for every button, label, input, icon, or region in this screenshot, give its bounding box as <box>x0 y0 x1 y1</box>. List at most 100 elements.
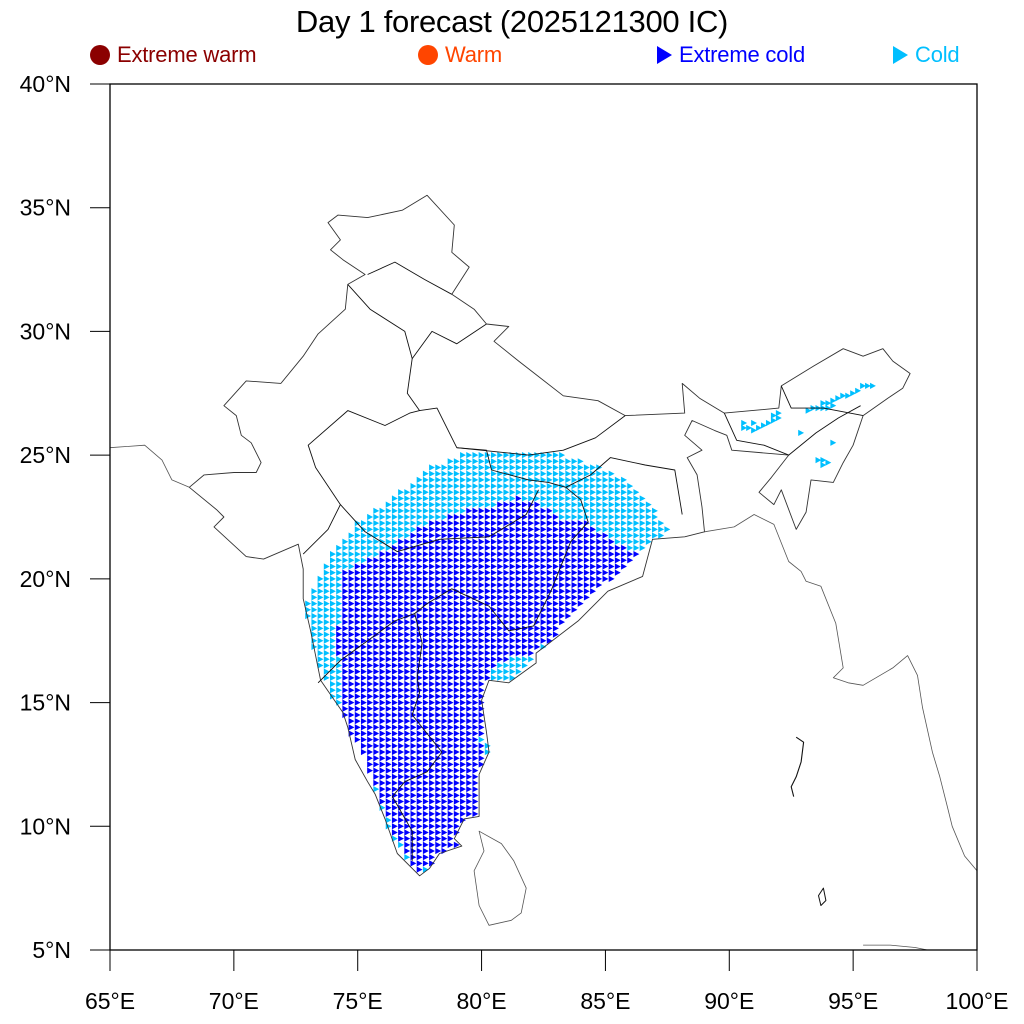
triangle-marker <box>429 798 435 805</box>
triangle-marker <box>645 507 652 514</box>
triangle-marker <box>645 526 652 533</box>
triangle-marker <box>367 711 374 719</box>
triangle-marker <box>466 569 473 576</box>
triangle-marker <box>336 687 343 694</box>
triangle-marker <box>410 854 417 861</box>
triangle-marker <box>398 551 405 558</box>
triangle-marker <box>521 489 528 496</box>
triangle-marker <box>658 532 665 539</box>
triangle-marker <box>515 507 522 514</box>
triangle-marker <box>360 649 367 657</box>
triangle-marker <box>509 464 516 471</box>
triangle-marker <box>453 625 460 632</box>
triangle-marker <box>342 557 349 564</box>
triangle-marker <box>521 619 528 626</box>
triangle-marker <box>354 674 361 681</box>
triangle-marker <box>373 680 380 688</box>
triangle-marker <box>398 631 405 638</box>
triangle-marker <box>441 507 448 514</box>
triangle-marker <box>608 575 615 582</box>
triangle-marker <box>453 742 460 749</box>
triangle-marker <box>515 612 522 620</box>
triangle-marker <box>825 459 832 466</box>
triangle-marker <box>775 414 782 422</box>
triangle-marker <box>391 810 398 818</box>
triangle-marker <box>416 637 423 644</box>
triangle-marker <box>478 693 485 700</box>
triangle-marker <box>404 581 411 589</box>
triangle-marker <box>484 538 491 545</box>
triangle-marker <box>565 476 572 483</box>
triangle-marker <box>478 742 485 749</box>
triangle-marker <box>441 526 448 533</box>
triangle-marker <box>441 841 448 848</box>
pakistan-coastline <box>110 444 190 488</box>
triangle-marker <box>460 569 466 576</box>
triangle-marker <box>478 637 485 644</box>
triangle-marker <box>342 563 349 570</box>
triangle-marker <box>441 600 448 607</box>
triangle-marker <box>472 507 479 514</box>
triangle-marker <box>379 724 386 731</box>
triangle-marker <box>484 668 491 675</box>
triangle-marker <box>398 680 405 688</box>
triangle-marker <box>441 755 448 762</box>
triangle-marker <box>360 563 367 570</box>
triangle-marker <box>639 526 646 533</box>
triangle-marker <box>429 557 435 564</box>
triangle-marker <box>453 779 460 787</box>
triangle-marker <box>435 569 442 576</box>
triangle-marker <box>404 755 411 762</box>
triangle-marker <box>614 569 621 576</box>
axes-frame <box>109 83 978 951</box>
triangle-marker <box>521 458 528 465</box>
triangle-marker <box>453 705 460 712</box>
triangle-marker <box>460 612 466 620</box>
triangle-marker <box>627 557 634 564</box>
triangle-marker <box>385 730 392 737</box>
triangle-marker <box>453 619 460 626</box>
triangle-marker <box>639 544 646 552</box>
triangle-marker <box>354 588 361 595</box>
triangle-marker <box>391 748 398 756</box>
triangle-marker <box>447 687 454 694</box>
triangle-marker <box>534 575 541 582</box>
triangle-marker <box>447 606 454 613</box>
triangle-marker <box>416 575 423 582</box>
triangle-marker <box>342 600 349 607</box>
triangle-marker <box>559 476 566 483</box>
triangle-marker <box>497 544 504 552</box>
triangle-marker <box>410 823 417 830</box>
triangle-marker <box>391 557 398 564</box>
triangle-marker <box>509 606 516 613</box>
triangle-marker <box>521 520 528 527</box>
triangle-marker <box>478 748 485 756</box>
triangle-marker <box>491 470 497 477</box>
triangle-marker <box>596 569 603 576</box>
triangle-marker <box>484 544 491 552</box>
state-boundary <box>723 405 861 456</box>
triangle-marker <box>596 581 603 589</box>
triangle-marker <box>521 482 528 490</box>
triangle-marker <box>348 612 355 620</box>
state-boundary <box>780 385 864 417</box>
triangle-marker <box>385 724 392 731</box>
triangle-marker <box>348 649 355 657</box>
triangle-marker <box>521 643 528 650</box>
triangle-marker <box>503 575 510 582</box>
triangle-marker <box>497 575 504 582</box>
triangle-marker <box>453 495 460 502</box>
triangle-marker <box>509 625 516 632</box>
triangle-marker <box>608 563 615 570</box>
triangle-marker <box>515 619 522 626</box>
triangle-marker <box>367 631 374 638</box>
triangle-marker <box>441 693 448 700</box>
triangle-marker <box>336 588 343 595</box>
triangle-marker <box>460 817 466 824</box>
triangle-marker <box>373 526 380 533</box>
triangle-marker <box>466 810 473 818</box>
triangle-marker <box>860 382 866 389</box>
triangle-marker <box>478 606 485 613</box>
triangle-marker <box>441 736 448 743</box>
triangle-marker <box>398 637 405 644</box>
